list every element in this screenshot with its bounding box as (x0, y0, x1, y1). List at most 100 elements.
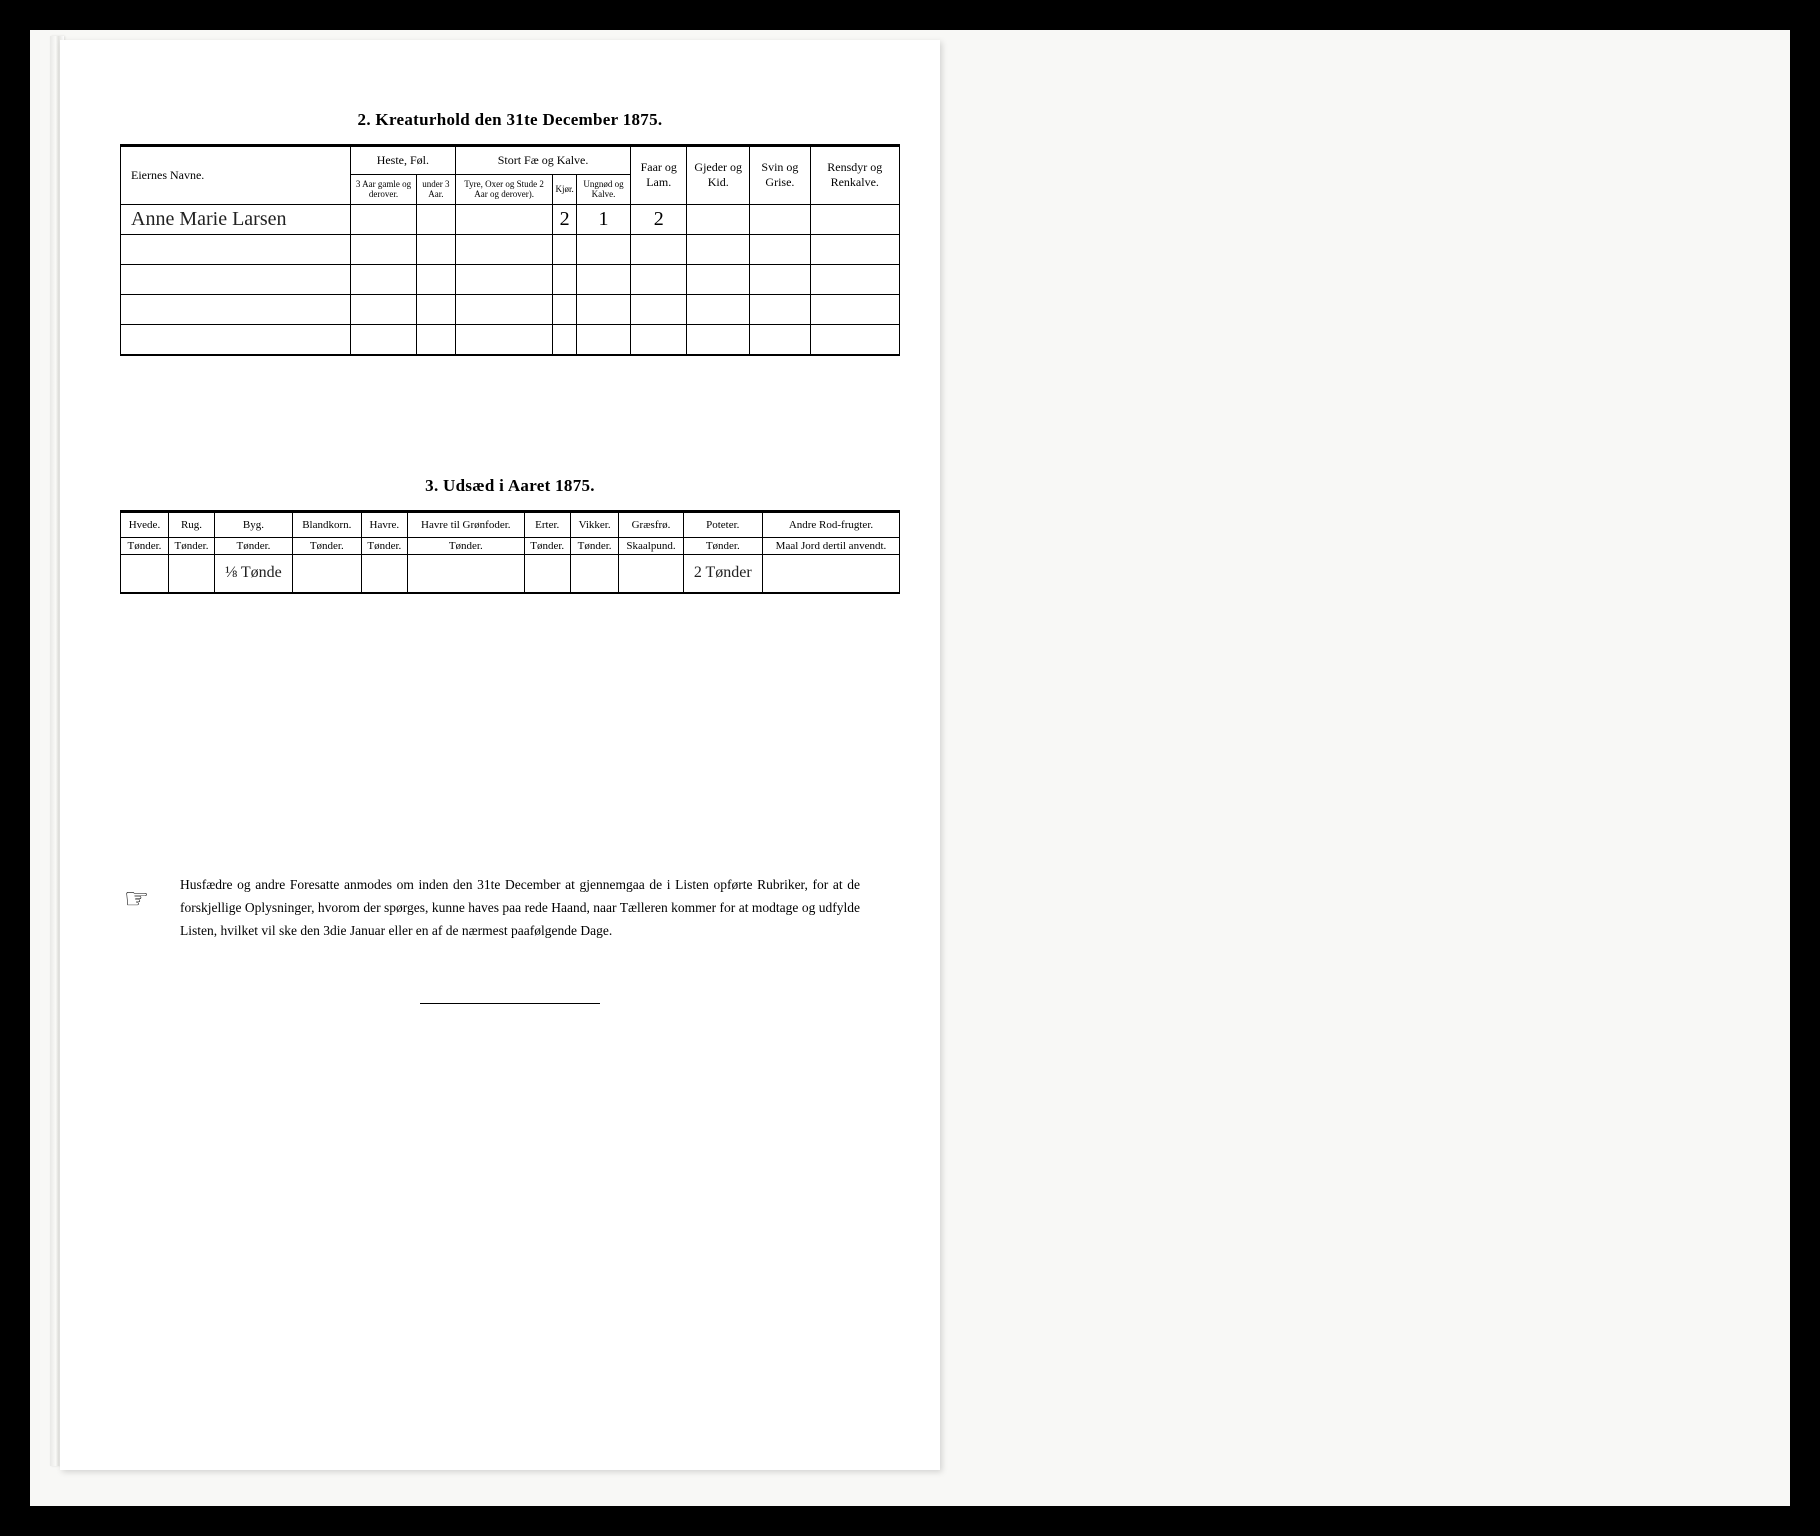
census-form-page: 2. Kreaturhold den 31te December 1875. E… (60, 40, 940, 1470)
rule (120, 592, 900, 594)
seed-col-unit: Tønder. (292, 537, 361, 554)
value-cell (687, 264, 750, 294)
value-cell (553, 264, 576, 294)
seed-col-label: Andre Rod-frugter. (762, 512, 899, 537)
value-cell (631, 294, 687, 324)
col-stort: Stort Fæ og Kalve. (455, 147, 631, 175)
value-cell (455, 324, 553, 354)
seed-value-cell (619, 554, 683, 592)
col-heste-2: under 3 Aar. (417, 175, 456, 205)
value-cell: 2 (553, 204, 576, 234)
value-cell (576, 264, 631, 294)
value-cell (687, 234, 750, 264)
value-cell (631, 324, 687, 354)
pointing-hand-icon: ☞ (124, 876, 149, 924)
value-cell (351, 324, 417, 354)
value-cell (631, 264, 687, 294)
value-cell (417, 204, 456, 234)
value-cell (417, 294, 456, 324)
col-gjeder: Gjeder og Kid. (687, 147, 750, 205)
seed-value-cell (762, 554, 899, 592)
rule (120, 354, 900, 356)
seed-col-label: Havre til Grønfoder. (407, 512, 524, 537)
instruction-note: ☞ Husfædre og andre Foresatte anmodes om… (180, 874, 860, 943)
livestock-table: Eiernes Navne. Heste, Føl. Stort Fæ og K… (120, 146, 900, 355)
value-cell (576, 324, 631, 354)
seed-col-unit: Tønder. (361, 537, 407, 554)
handwritten-number: 2 (560, 208, 570, 230)
handwritten-value: 2 Tønder (694, 564, 752, 581)
value-cell (687, 324, 750, 354)
value-cell (687, 294, 750, 324)
seed-value-cell (361, 554, 407, 592)
seed-col-unit: Tønder. (168, 537, 214, 554)
section2-title: 2. Kreaturhold den 31te December 1875. (120, 110, 900, 130)
table-row (121, 234, 900, 264)
seed-col-label: Vikker. (570, 512, 619, 537)
col-name: Eiernes Navne. (121, 147, 351, 205)
value-cell (553, 294, 576, 324)
value-cell (455, 234, 553, 264)
seed-value-cell: 2 Tønder (683, 554, 762, 592)
table-row: Anne Marie Larsen 2 1 2 (121, 204, 900, 234)
seed-table: Hvede.Rug.Byg.Blandkorn.Havre.Havre til … (120, 512, 900, 593)
owner-name-cell (121, 264, 351, 294)
owner-name-cell (121, 324, 351, 354)
seed-col-label: Græsfrø. (619, 512, 683, 537)
value-cell (417, 264, 456, 294)
value-cell (455, 204, 553, 234)
handwritten-name: Anne Marie Larsen (131, 208, 287, 230)
col-heste-1: 3 Aar gamle og derover. (351, 175, 417, 205)
value-cell (810, 204, 900, 234)
seed-col-unit: Tønder. (407, 537, 524, 554)
seed-col-unit: Tønder. (215, 537, 293, 554)
seed-col-label: Erter. (524, 512, 570, 537)
seed-value-cell (570, 554, 619, 592)
col-stort-1: Tyre, Oxer og Stude 2 Aar og derover). (455, 175, 553, 205)
value-cell (553, 234, 576, 264)
value-cell (417, 234, 456, 264)
value-cell (750, 294, 810, 324)
seed-value-cell (168, 554, 214, 592)
value-cell (351, 204, 417, 234)
value-cell: 1 (576, 204, 631, 234)
value-cell (553, 324, 576, 354)
handwritten-value: ⅛ Tønde (225, 564, 282, 581)
value-cell (750, 324, 810, 354)
table-row (121, 294, 900, 324)
col-heste: Heste, Føl. (351, 147, 456, 175)
value-cell (750, 264, 810, 294)
col-ren: Rensdyr og Renkalve. (810, 147, 900, 205)
seed-col-unit: Tønder. (683, 537, 762, 554)
value-cell (455, 294, 553, 324)
value-cell: 2 (631, 204, 687, 234)
seed-value-cell: ⅛ Tønde (215, 554, 293, 592)
instruction-text: Husfædre og andre Foresatte anmodes om i… (180, 877, 860, 938)
seed-col-label: Poteter. (683, 512, 762, 537)
end-rule (420, 1003, 600, 1004)
seed-value-cell (121, 554, 169, 592)
owner-name-cell: Anne Marie Larsen (121, 204, 351, 234)
value-cell (455, 264, 553, 294)
handwritten-number: 1 (599, 208, 609, 230)
section3-title: 3. Udsæd i Aaret 1875. (120, 476, 900, 496)
seed-value-cell (292, 554, 361, 592)
value-cell (631, 234, 687, 264)
value-cell (351, 294, 417, 324)
owner-name-cell (121, 294, 351, 324)
seed-value-cell (524, 554, 570, 592)
seed-col-label: Hvede. (121, 512, 169, 537)
value-cell (351, 264, 417, 294)
value-cell (810, 294, 900, 324)
scan-background: 2. Kreaturhold den 31te December 1875. E… (30, 30, 1790, 1506)
seed-col-unit: Tønder. (570, 537, 619, 554)
seed-col-unit: Tønder. (121, 537, 169, 554)
seed-col-label: Byg. (215, 512, 293, 537)
col-stort-2: Kjør. (553, 175, 576, 205)
handwritten-number: 2 (654, 208, 664, 230)
table-row (121, 264, 900, 294)
table-row (121, 324, 900, 354)
seed-col-label: Rug. (168, 512, 214, 537)
value-cell (576, 234, 631, 264)
col-stort-3: Ungnød og Kalve. (576, 175, 631, 205)
